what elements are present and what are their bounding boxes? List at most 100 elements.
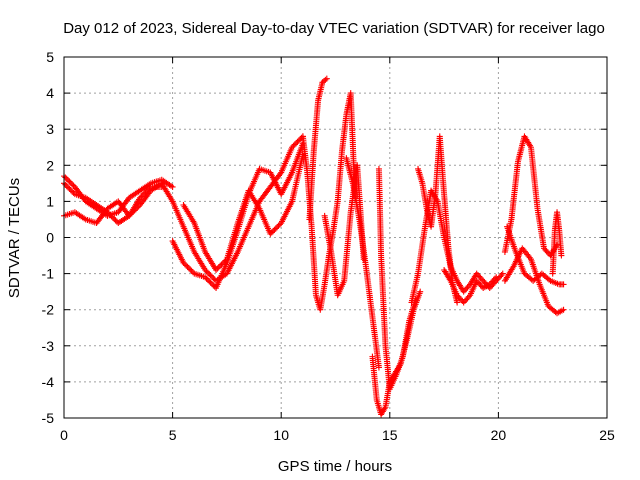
data-point-marker — [456, 295, 463, 302]
data-point-marker — [139, 192, 146, 199]
data-point-marker — [541, 245, 548, 252]
data-point-marker — [464, 284, 471, 291]
data-point-marker — [293, 140, 300, 147]
data-point-marker — [323, 75, 330, 82]
data-point-marker — [322, 76, 329, 83]
data-point-marker — [143, 188, 150, 195]
data-point-marker — [181, 261, 188, 268]
data-point-marker — [271, 226, 278, 233]
data-point-marker — [546, 276, 553, 283]
data-point-marker — [66, 185, 73, 192]
data-point-marker — [465, 293, 472, 300]
data-point-marker — [180, 259, 187, 266]
data-point-marker — [463, 285, 470, 292]
data-point-marker — [214, 265, 221, 272]
data-point-marker — [202, 274, 209, 281]
data-point-marker — [112, 217, 119, 224]
y-axis-label: SDTVAR / TECUs — [6, 178, 23, 298]
data-point-marker — [62, 181, 69, 188]
x-tick-label: 15 — [382, 427, 398, 443]
data-point-marker — [560, 281, 567, 288]
y-tick-label: 0 — [46, 230, 54, 246]
data-point-marker — [217, 262, 224, 269]
data-point-marker — [277, 170, 284, 177]
data-point-marker — [542, 246, 549, 253]
data-point-marker — [493, 274, 500, 281]
y-tick-label: 1 — [46, 193, 54, 209]
data-point-marker — [62, 174, 69, 181]
data-point-marker — [291, 141, 298, 148]
data-point-marker — [267, 230, 274, 237]
data-point-marker — [208, 280, 215, 287]
data-point-marker — [206, 278, 213, 285]
data-point-marker — [109, 214, 116, 221]
data-point-marker — [138, 193, 145, 200]
data-point-marker — [169, 183, 176, 190]
data-point-marker — [185, 265, 192, 272]
y-tick-label: -3 — [42, 338, 55, 354]
data-point-marker — [461, 287, 468, 294]
data-point-marker — [221, 258, 228, 265]
data-point-marker — [477, 274, 484, 281]
y-tick-label: 5 — [46, 49, 54, 65]
chart-title: Day 012 of 2023, Sidereal Day-to-day VTE… — [63, 20, 605, 37]
data-point-marker — [558, 252, 565, 259]
y-tick-label: 4 — [46, 85, 54, 101]
data-point-marker — [105, 210, 112, 217]
data-point-marker — [458, 296, 465, 303]
y-tick-label: -2 — [42, 302, 55, 318]
data-point-marker — [289, 144, 296, 151]
x-tick-label: 20 — [491, 427, 507, 443]
data-point-marker — [207, 279, 214, 286]
data-point-marker — [219, 260, 226, 267]
y-tick-label: -5 — [42, 410, 55, 426]
data-point-marker — [554, 241, 561, 248]
y-tick-label: 2 — [46, 157, 54, 173]
data-point-marker — [417, 288, 424, 295]
data-point-marker — [107, 211, 114, 218]
data-point-marker — [268, 229, 275, 236]
data-point-marker — [65, 184, 72, 191]
data-point-marker — [455, 293, 462, 300]
data-point-marker — [274, 224, 281, 231]
data-point-marker — [460, 288, 467, 295]
x-tick-label: 5 — [169, 427, 177, 443]
data-point-marker — [297, 136, 304, 143]
data-point-marker — [145, 186, 152, 193]
data-point-marker — [206, 271, 213, 278]
data-point-marker — [215, 264, 222, 271]
data-point-marker — [141, 190, 148, 197]
data-point-marker — [491, 275, 498, 282]
y-tick-label: -1 — [42, 266, 55, 282]
data-point-marker — [111, 215, 118, 222]
data-point-marker — [203, 275, 210, 282]
data-point-marker — [189, 269, 196, 276]
data-point-marker — [203, 268, 210, 275]
data-point-marker — [461, 298, 468, 305]
data-point-marker — [473, 270, 480, 277]
y-tick-label: 3 — [46, 121, 54, 137]
y-tick-label: -4 — [42, 374, 55, 390]
data-point-marker — [490, 277, 497, 284]
data-point-marker — [464, 295, 471, 302]
data-point-marker — [222, 257, 229, 264]
data-point-marker — [66, 178, 73, 185]
data-point-marker — [560, 306, 567, 313]
data-point-marker — [477, 282, 484, 289]
axis-ticks: 0 5 10 15 20 25 -5 -4 -3 -2 -1 0 1 2 3 4 5 — [42, 49, 615, 443]
data-point-marker — [375, 364, 382, 371]
data-point-marker — [67, 187, 74, 194]
data-point-marker — [454, 299, 461, 306]
data-point-marker — [67, 179, 74, 186]
data-point-marker — [207, 272, 214, 279]
data-point-marker — [495, 274, 502, 281]
x-tick-label: 10 — [273, 427, 289, 443]
data-point-marker — [275, 222, 282, 229]
data-point-marker — [499, 270, 506, 277]
data-point-marker — [63, 175, 70, 182]
data-point-marker — [476, 280, 483, 287]
data-point-marker — [381, 405, 388, 412]
x-tick-label: 25 — [599, 427, 615, 443]
x-axis-label: GPS time / hours — [278, 458, 392, 475]
data-point-marker — [474, 272, 481, 279]
